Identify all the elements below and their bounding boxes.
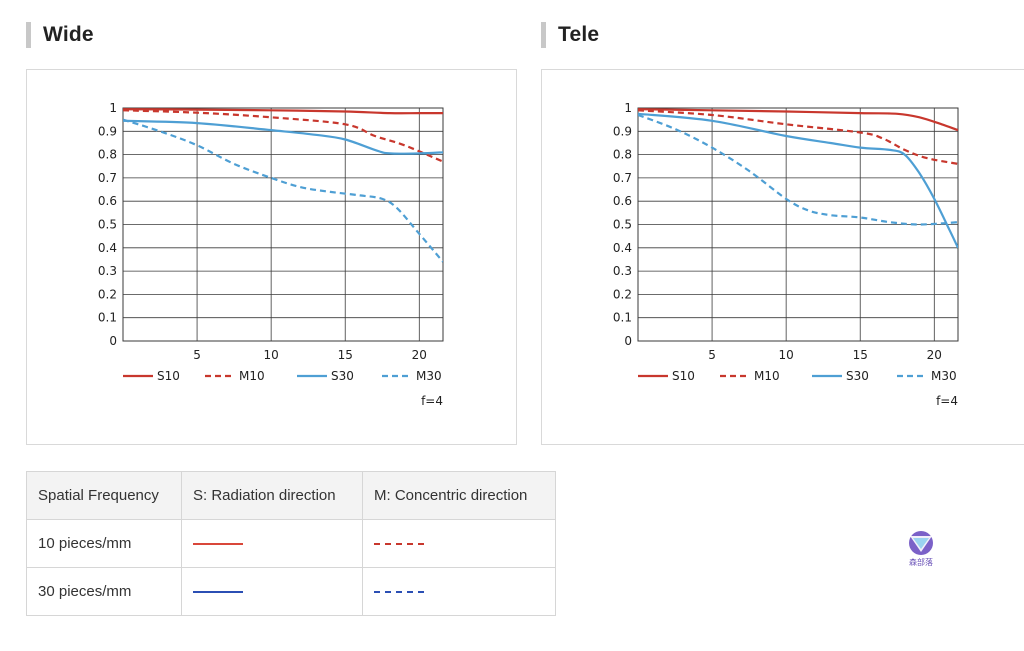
heading-accent-bar	[541, 22, 546, 48]
y-tick-label: 0.1	[613, 311, 632, 325]
table-cell	[362, 519, 556, 568]
heading-accent-bar	[26, 22, 31, 48]
legend-label: M30	[931, 369, 957, 383]
table-header-cell: M: Concentric direction	[362, 471, 556, 520]
x-tick-label: 5	[193, 348, 201, 362]
aperture-note: f=4	[936, 394, 958, 408]
series-line-s30	[638, 112, 958, 249]
y-tick-label: 0.6	[613, 194, 632, 208]
solid-line-swatch	[193, 591, 243, 594]
y-tick-label: 0.7	[613, 171, 632, 185]
y-tick-label: 0.7	[98, 171, 117, 185]
y-tick-label: 1	[624, 101, 632, 115]
x-tick-label: 10	[779, 348, 794, 362]
y-tick-label: 0.8	[98, 148, 117, 162]
watermark-logo: 森部落	[909, 531, 933, 567]
plot-frame	[637, 107, 959, 342]
aperture-note: f=4	[421, 394, 443, 408]
logo-inner-icon	[913, 538, 929, 549]
y-tick-label: 0.8	[613, 148, 632, 162]
dashed-line-swatch	[374, 543, 424, 546]
y-tick-label: 0.9	[613, 124, 632, 138]
y-tick-label: 0.5	[98, 218, 117, 232]
spatial-frequency-table: Spatial Frequency S: Radiation direction…	[26, 471, 556, 616]
table-row: 30 pieces/mm	[26, 567, 556, 616]
series-line-s10	[123, 108, 443, 115]
series-line-s10	[638, 108, 958, 132]
x-tick-label: 15	[853, 348, 868, 362]
mtf-chart-tele: 0 0.1 0.2 0.3 0.4 0.5 0.6 0.7 0.8 0.9 1 5 10 15 20 S10 M…	[541, 69, 1024, 445]
plot-frame	[122, 107, 444, 342]
legend-label: M30	[416, 369, 442, 383]
x-tick-label: 20	[927, 348, 942, 362]
y-tick-label: 0	[624, 334, 632, 348]
dashed-line-swatch	[374, 591, 424, 594]
y-tick-label: 0.2	[613, 287, 632, 301]
logo-text: 森部落	[909, 557, 933, 567]
y-tick-label: 0.2	[98, 287, 117, 301]
table-row-label: 30 pieces/mm	[26, 567, 182, 616]
heading-title: Wide	[43, 23, 94, 46]
section-heading-wide: Wide	[26, 22, 94, 48]
series-line-m10	[638, 109, 958, 165]
y-tick-label: 0.4	[613, 241, 632, 255]
y-tick-label: 0.5	[613, 218, 632, 232]
x-tick-label: 5	[708, 348, 716, 362]
y-tick-label: 0.4	[98, 241, 117, 255]
legend-label: S10	[672, 369, 695, 383]
table-cell	[181, 519, 363, 568]
x-tick-label: 10	[264, 348, 279, 362]
y-tick-label: 1	[109, 101, 117, 115]
x-tick-label: 15	[338, 348, 353, 362]
legend-label: M10	[754, 369, 780, 383]
y-tick-label: 0.1	[98, 311, 117, 325]
heading-title: Tele	[558, 23, 600, 46]
y-tick-label: 0.3	[98, 264, 117, 278]
legend-label: S30	[846, 369, 869, 383]
legend-label: S10	[157, 369, 180, 383]
mtf-chart-wide: 0 0.1 0.2 0.3 0.4 0.5 0.6 0.7 0.8 0.9 1 5 10 15 20 S10 M…	[26, 69, 517, 445]
series-line-m10	[123, 109, 443, 163]
section-heading-tele: Tele	[541, 22, 599, 48]
y-tick-label: 0.3	[613, 264, 632, 278]
legend-label: S30	[331, 369, 354, 383]
table-cell	[181, 567, 363, 616]
y-tick-label: 0	[109, 334, 117, 348]
table-header-cell: S: Radiation direction	[181, 471, 363, 520]
table-header-cell: Spatial Frequency	[26, 471, 182, 520]
y-tick-label: 0.6	[98, 194, 117, 208]
table-cell	[362, 567, 556, 616]
series-line-m30	[123, 118, 443, 263]
table-header-row: Spatial Frequency S: Radiation direction…	[26, 471, 556, 520]
x-tick-label: 20	[412, 348, 427, 362]
y-tick-label: 0.9	[98, 124, 117, 138]
solid-line-swatch	[193, 543, 243, 546]
table-row-label: 10 pieces/mm	[26, 519, 182, 568]
series-line-s30	[123, 119, 443, 155]
legend-label: M10	[239, 369, 265, 383]
table-row: 10 pieces/mm	[26, 519, 556, 568]
